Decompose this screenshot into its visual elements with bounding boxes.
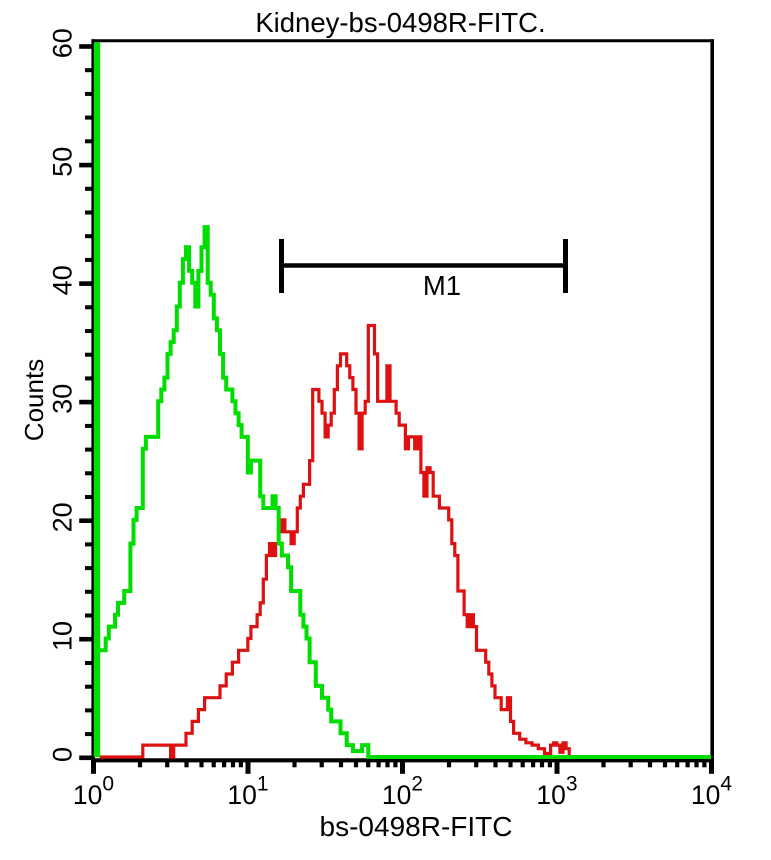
svg-text:60: 60: [48, 28, 78, 58]
svg-text:Counts: Counts: [19, 359, 49, 441]
svg-text:Kidney-bs-0498R-FITC.: Kidney-bs-0498R-FITC.: [255, 7, 545, 38]
svg-text:30: 30: [48, 384, 78, 414]
svg-text:10: 10: [48, 621, 78, 651]
svg-text:50: 50: [48, 147, 78, 177]
svg-text:20: 20: [48, 502, 78, 532]
svg-text:bs-0498R-FITC: bs-0498R-FITC: [320, 811, 513, 842]
svg-text:40: 40: [48, 265, 78, 295]
svg-text:M1: M1: [423, 270, 461, 301]
svg-text:0: 0: [48, 747, 78, 762]
